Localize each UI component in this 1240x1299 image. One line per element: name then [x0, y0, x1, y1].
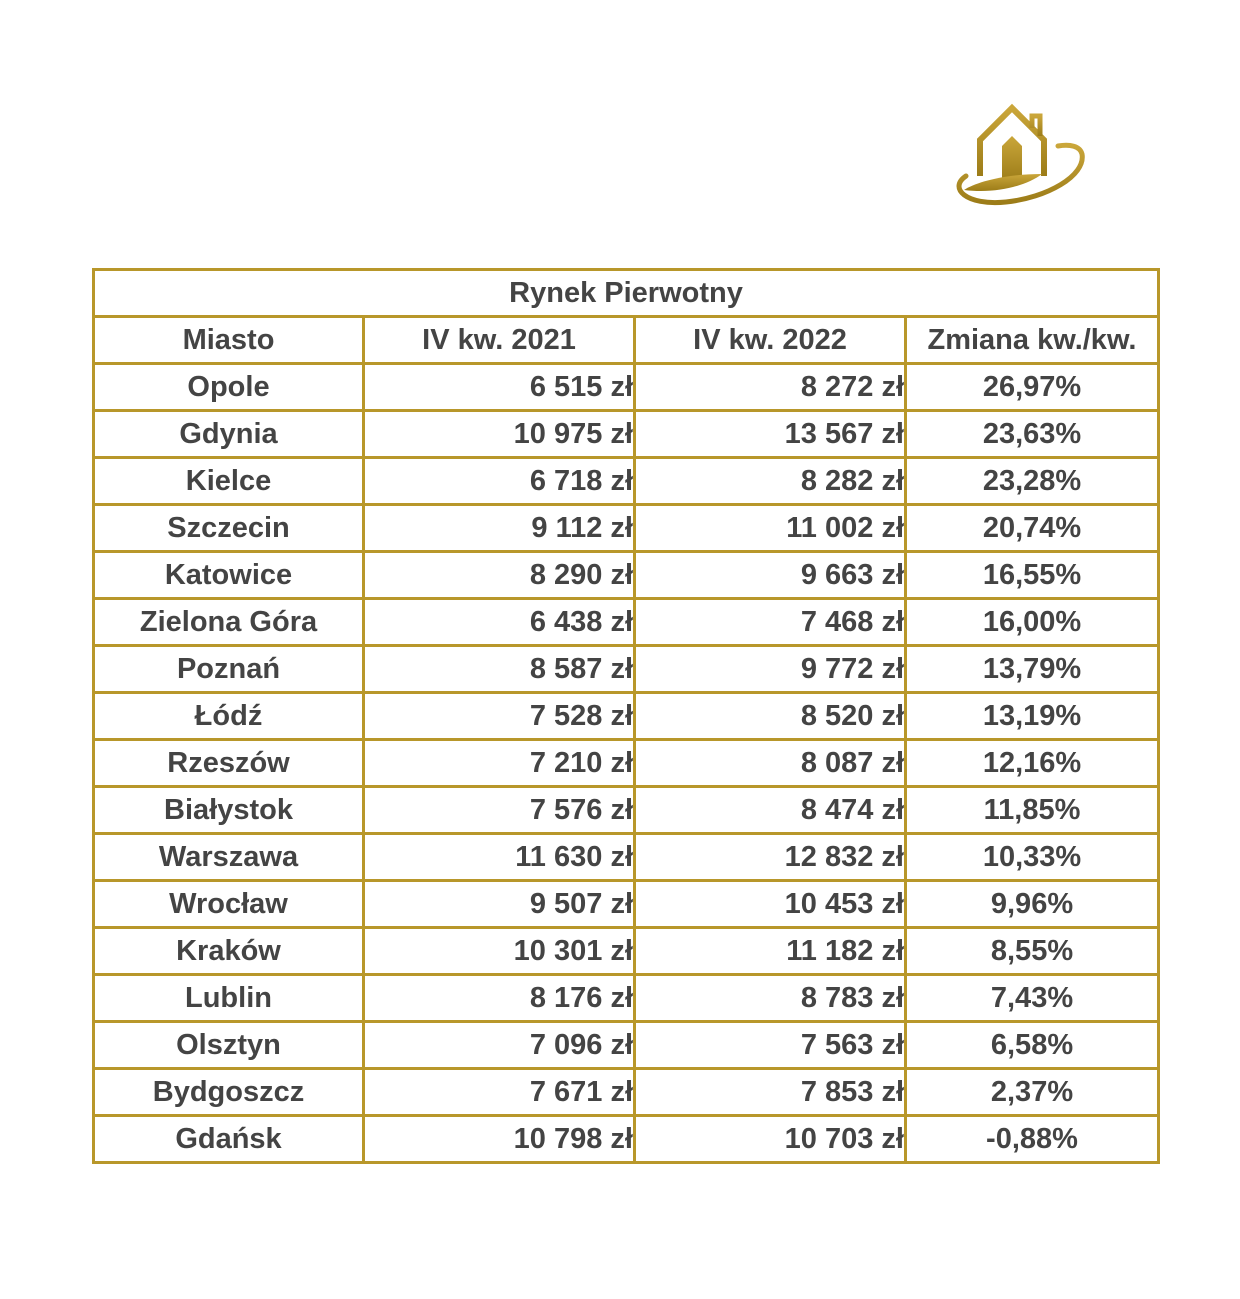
table-row: Gdynia 10 975 zł 13 567 zł 23,63%: [92, 409, 1160, 459]
table-row: Bydgoszcz 7 671 zł 7 853 zł 2,37%: [92, 1067, 1160, 1117]
table-row: Opole 6 515 zł 8 272 zł 26,97%: [92, 362, 1160, 412]
price-2022-cell: 7 563 zł: [633, 1020, 907, 1070]
price-2021-cell: 10 975 zł: [362, 409, 636, 459]
table-row: Białystok 7 576 zł 8 474 zł 11,85%: [92, 785, 1160, 835]
price-2021-cell: 10 301 zł: [362, 926, 636, 976]
price-2021-cell: 8 290 zł: [362, 550, 636, 600]
change-cell: 2,37%: [904, 1067, 1160, 1117]
change-cell: 16,00%: [904, 597, 1160, 647]
table-title: Rynek Pierwotny: [92, 268, 1160, 318]
column-header-change: Zmiana kw./kw.: [904, 315, 1160, 365]
change-cell: 23,63%: [904, 409, 1160, 459]
price-2021-cell: 7 210 zł: [362, 738, 636, 788]
table-row: Szczecin 9 112 zł 11 002 zł 20,74%: [92, 503, 1160, 553]
city-cell: Lublin: [92, 973, 365, 1023]
price-2022-cell: 9 663 zł: [633, 550, 907, 600]
column-header-q4-2021: IV kw. 2021: [362, 315, 636, 365]
price-2022-cell: 8 272 zł: [633, 362, 907, 412]
price-2022-cell: 11 002 zł: [633, 503, 907, 553]
price-2021-cell: 9 507 zł: [362, 879, 636, 929]
house-icon: [956, 103, 1085, 206]
city-cell: Szczecin: [92, 503, 365, 553]
change-cell: 6,58%: [904, 1020, 1160, 1070]
city-cell: Kielce: [92, 456, 365, 506]
city-cell: Rzeszów: [92, 738, 365, 788]
price-2021-cell: 8 176 zł: [362, 973, 636, 1023]
price-2021-cell: 7 528 zł: [362, 691, 636, 741]
change-cell: 13,19%: [904, 691, 1160, 741]
price-2022-cell: 8 282 zł: [633, 456, 907, 506]
city-cell: Kraków: [92, 926, 365, 976]
table-row: Kielce 6 718 zł 8 282 zł 23,28%: [92, 456, 1160, 506]
change-cell: 11,85%: [904, 785, 1160, 835]
change-cell: 8,55%: [904, 926, 1160, 976]
price-2021-cell: 7 576 zł: [362, 785, 636, 835]
city-cell: Katowice: [92, 550, 365, 600]
price-table: Rynek Pierwotny Miasto IV kw. 2021 IV kw…: [92, 268, 1160, 1164]
table-row: Lublin 8 176 zł 8 783 zł 7,43%: [92, 973, 1160, 1023]
price-2022-cell: 8 087 zł: [633, 738, 907, 788]
city-cell: Bydgoszcz: [92, 1067, 365, 1117]
city-cell: Gdańsk: [92, 1114, 365, 1164]
price-2022-cell: 9 772 zł: [633, 644, 907, 694]
price-2021-cell: 6 515 zł: [362, 362, 636, 412]
change-cell: 9,96%: [904, 879, 1160, 929]
price-2021-cell: 10 798 zł: [362, 1114, 636, 1164]
table-body: Opole 6 515 zł 8 272 zł 26,97% Gdynia 10 975 …: [92, 362, 1160, 1164]
table-row: Poznań 8 587 zł 9 772 zł 13,79%: [92, 644, 1160, 694]
price-2021-cell: 6 718 zł: [362, 456, 636, 506]
city-cell: Olsztyn: [92, 1020, 365, 1070]
price-2022-cell: 10 703 zł: [633, 1114, 907, 1164]
table-row: Gdańsk 10 798 zł 10 703 zł -0,88%: [92, 1114, 1160, 1164]
table-title-row: Rynek Pierwotny: [92, 268, 1160, 318]
city-cell: Opole: [92, 362, 365, 412]
change-cell: 26,97%: [904, 362, 1160, 412]
change-cell: 13,79%: [904, 644, 1160, 694]
city-cell: Warszawa: [92, 832, 365, 882]
table-row: Kraków 10 301 zł 11 182 zł 8,55%: [92, 926, 1160, 976]
price-2022-cell: 7 468 zł: [633, 597, 907, 647]
house-orbit-logo: [946, 102, 1088, 212]
table-row: Warszawa 11 630 zł 12 832 zł 10,33%: [92, 832, 1160, 882]
price-2021-cell: 7 671 zł: [362, 1067, 636, 1117]
city-cell: Łódź: [92, 691, 365, 741]
price-2022-cell: 8 520 zł: [633, 691, 907, 741]
change-cell: 7,43%: [904, 973, 1160, 1023]
table-row: Olsztyn 7 096 zł 7 563 zł 6,58%: [92, 1020, 1160, 1070]
table-row: Rzeszów 7 210 zł 8 087 zł 12,16%: [92, 738, 1160, 788]
city-cell: Poznań: [92, 644, 365, 694]
price-2022-cell: 7 853 zł: [633, 1067, 907, 1117]
price-2021-cell: 8 587 zł: [362, 644, 636, 694]
price-2022-cell: 8 783 zł: [633, 973, 907, 1023]
column-header-q4-2022: IV kw. 2022: [633, 315, 907, 365]
price-2022-cell: 8 474 zł: [633, 785, 907, 835]
table-row: Wrocław 9 507 zł 10 453 zł 9,96%: [92, 879, 1160, 929]
table-row: Zielona Góra 6 438 zł 7 468 zł 16,00%: [92, 597, 1160, 647]
change-cell: 16,55%: [904, 550, 1160, 600]
price-2022-cell: 11 182 zł: [633, 926, 907, 976]
price-2021-cell: 11 630 zł: [362, 832, 636, 882]
city-cell: Białystok: [92, 785, 365, 835]
city-cell: Zielona Góra: [92, 597, 365, 647]
city-cell: Wrocław: [92, 879, 365, 929]
change-cell: -0,88%: [904, 1114, 1160, 1164]
price-2022-cell: 13 567 zł: [633, 409, 907, 459]
table-row: Katowice 8 290 zł 9 663 zł 16,55%: [92, 550, 1160, 600]
table-header-row: Miasto IV kw. 2021 IV kw. 2022 Zmiana kw…: [92, 315, 1160, 365]
price-2021-cell: 7 096 zł: [362, 1020, 636, 1070]
change-cell: 20,74%: [904, 503, 1160, 553]
table-row: Łódź 7 528 zł 8 520 zł 13,19%: [92, 691, 1160, 741]
change-cell: 10,33%: [904, 832, 1160, 882]
price-2022-cell: 12 832 zł: [633, 832, 907, 882]
city-cell: Gdynia: [92, 409, 365, 459]
change-cell: 12,16%: [904, 738, 1160, 788]
column-header-city: Miasto: [92, 315, 365, 365]
price-2022-cell: 10 453 zł: [633, 879, 907, 929]
change-cell: 23,28%: [904, 456, 1160, 506]
price-2021-cell: 6 438 zł: [362, 597, 636, 647]
price-2021-cell: 9 112 zł: [362, 503, 636, 553]
